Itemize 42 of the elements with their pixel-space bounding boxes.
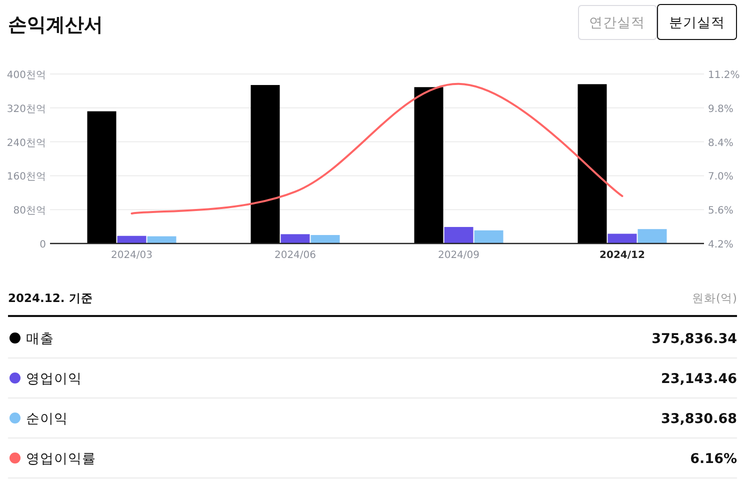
toggle-button: 분기실적 <box>657 4 737 40</box>
y2-tick-label: 8.4% <box>708 138 734 149</box>
y2-tick-label: 11.2% <box>708 70 740 81</box>
bar <box>474 230 504 244</box>
y-tick-label: 80천억 <box>13 206 46 217</box>
legend-label: 순이익 <box>26 411 68 427</box>
y-tick-label: 160천억 <box>6 172 46 183</box>
y-tick-label: 0 <box>40 240 46 250</box>
bar <box>147 236 176 244</box>
text: 원화(억) <box>692 291 737 305</box>
bar <box>638 229 667 244</box>
y2-tick-label: 5.6% <box>708 206 734 217</box>
x-tick-label: 2024/03 <box>110 250 153 261</box>
bar <box>310 235 340 244</box>
y-tick-label: 400천억 <box>6 70 46 81</box>
bar <box>117 236 146 244</box>
line-series <box>130 82 624 214</box>
bar <box>608 234 637 244</box>
x-tick-label: 2024/09 <box>438 250 480 261</box>
text: 2024.12. 기준 <box>8 291 93 305</box>
legend-label: 매출 <box>26 331 54 347</box>
text: 6.16% <box>690 451 738 467</box>
text: 375,836.34 <box>652 331 737 347</box>
y-tick-label: 240천억 <box>6 138 46 149</box>
y-tick-label: 320천억 <box>6 104 46 115</box>
x-tick-label: 2024/06 <box>274 250 316 261</box>
bar <box>414 87 444 244</box>
bar <box>280 234 310 244</box>
toggle-button: 연간실적 <box>578 5 657 40</box>
x-tick-label: 2024/12 <box>600 250 645 261</box>
y2-tick-label: 7.0% <box>708 172 734 183</box>
text: 33,830.68 <box>660 411 737 427</box>
bar <box>87 111 116 244</box>
text: 23,143.46 <box>660 371 737 387</box>
bar <box>578 84 607 244</box>
y2-tick-label: 4.2% <box>708 240 734 250</box>
legend-label: 영업이익 <box>26 371 82 387</box>
legend-label: 영업이익률 <box>26 451 96 467</box>
chart-title: 손익계산서 <box>8 14 103 36</box>
bar <box>250 85 280 244</box>
y2-tick-label: 9.8% <box>708 104 734 115</box>
bar <box>444 226 474 244</box>
